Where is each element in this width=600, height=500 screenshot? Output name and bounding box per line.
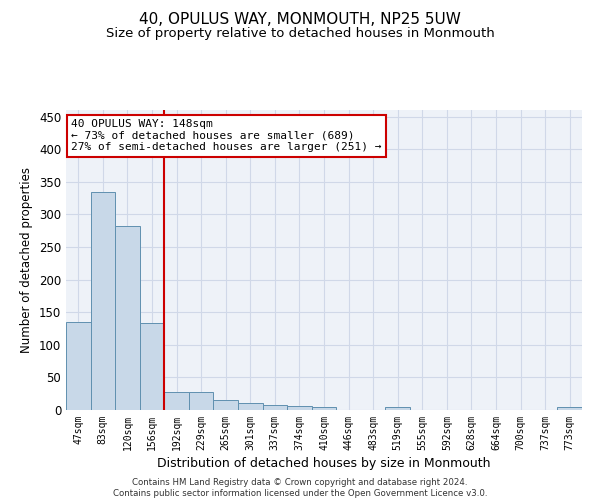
Bar	[312, 406, 336, 410]
Bar	[238, 403, 263, 410]
Bar	[263, 405, 287, 410]
Bar	[385, 408, 410, 410]
Text: Contains HM Land Registry data © Crown copyright and database right 2024.
Contai: Contains HM Land Registry data © Crown c…	[113, 478, 487, 498]
Y-axis label: Number of detached properties: Number of detached properties	[20, 167, 34, 353]
Text: Size of property relative to detached houses in Monmouth: Size of property relative to detached ho…	[106, 28, 494, 40]
Text: 40, OPULUS WAY, MONMOUTH, NP25 5UW: 40, OPULUS WAY, MONMOUTH, NP25 5UW	[139, 12, 461, 28]
Text: 40 OPULUS WAY: 148sqm
← 73% of detached houses are smaller (689)
27% of semi-det: 40 OPULUS WAY: 148sqm ← 73% of detached …	[71, 119, 382, 152]
Bar	[164, 392, 189, 410]
Bar	[189, 392, 214, 410]
Bar	[214, 400, 238, 410]
X-axis label: Distribution of detached houses by size in Monmouth: Distribution of detached houses by size …	[157, 457, 491, 470]
Bar	[287, 406, 312, 410]
Bar	[557, 408, 582, 410]
Bar	[66, 322, 91, 410]
Bar	[140, 324, 164, 410]
Bar	[91, 192, 115, 410]
Bar	[115, 226, 140, 410]
